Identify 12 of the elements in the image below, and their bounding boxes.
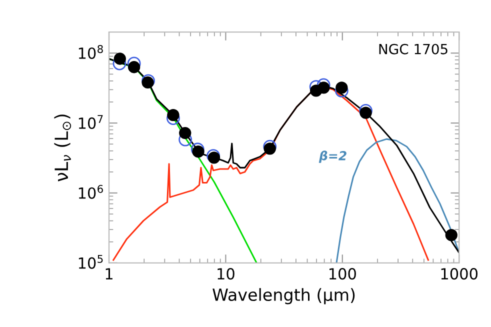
- x-axis-title: Wavelength (μm): [212, 288, 355, 304]
- x-tick-label: 100: [329, 268, 356, 280]
- annotation: β=2: [318, 150, 346, 163]
- x-tick-label: 10: [218, 268, 234, 280]
- x-tick-label: 1000: [441, 268, 478, 280]
- y-tick-label: 10$^{5}$: [78, 254, 103, 269]
- y-axis-title: νL$_{ν}$ (L$_{⊙}$): [54, 114, 72, 182]
- y-tick-label: 10$^{7}$: [78, 115, 103, 129]
- y-tick-label: 10$^{8}$: [78, 45, 103, 60]
- y-tick-label: 10$^{6}$: [78, 184, 103, 199]
- x-tick-label: 1: [106, 268, 112, 280]
- annotation: NGC 1705: [379, 44, 448, 54]
